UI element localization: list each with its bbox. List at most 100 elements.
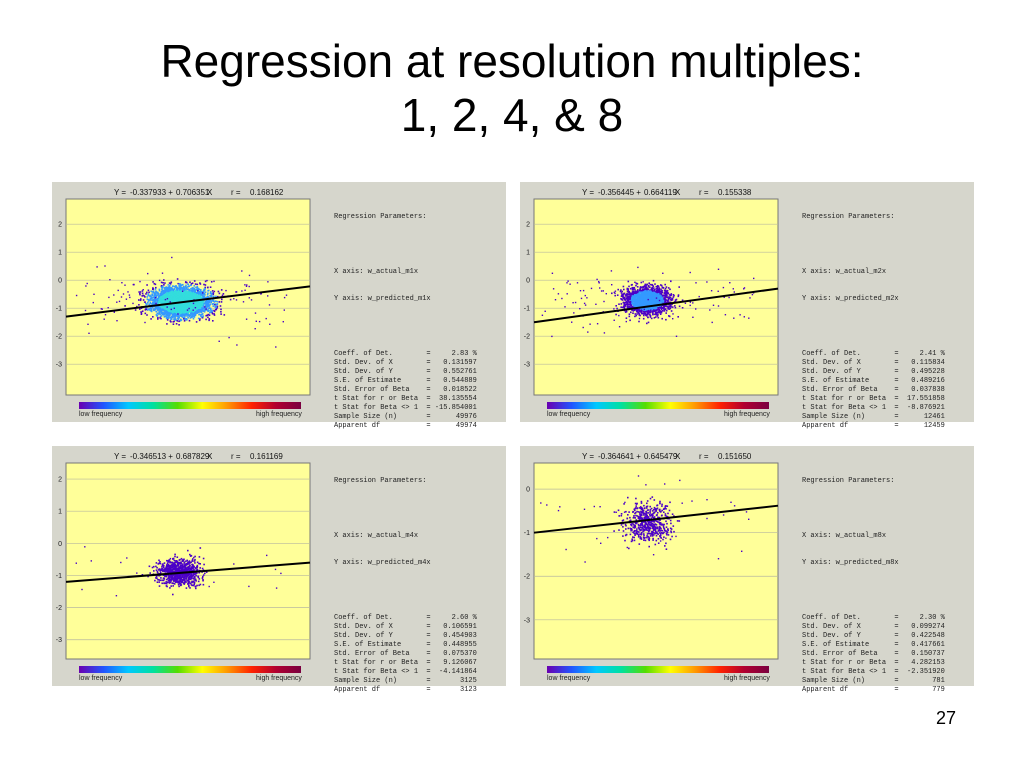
data-point: [646, 293, 649, 295]
data-point: [165, 286, 168, 288]
data-point: [656, 300, 658, 302]
data-point: [638, 313, 640, 315]
data-point: [648, 282, 650, 284]
data-point: [185, 303, 188, 305]
data-point: [175, 303, 178, 306]
data-point: [139, 308, 141, 310]
data-point: [185, 299, 188, 302]
data-point: [165, 300, 168, 303]
data-point: [196, 300, 198, 303]
data-point: [183, 317, 186, 320]
data-point: [177, 308, 179, 311]
data-point: [189, 301, 191, 304]
data-point: [171, 294, 173, 296]
data-point: [674, 305, 676, 307]
data-point: [157, 294, 160, 296]
data-point: [188, 288, 191, 291]
data-point: [152, 291, 155, 294]
data-point: [629, 295, 631, 298]
data-point: [631, 293, 634, 295]
data-point: [659, 311, 661, 314]
data-point: [635, 282, 638, 285]
data-point: [183, 313, 185, 315]
data-point: [209, 292, 212, 295]
data-point: [185, 296, 188, 298]
data-point: [669, 301, 671, 304]
data-point: [625, 317, 628, 319]
data-point: [157, 302, 160, 304]
data-point: [645, 304, 647, 307]
data-point: [157, 297, 159, 300]
data-point: [623, 303, 626, 306]
data-point: [621, 294, 623, 296]
data-point: [172, 316, 174, 319]
data-point: [160, 295, 163, 298]
data-point: [627, 280, 630, 283]
data-point: [159, 294, 162, 296]
data-point: [139, 293, 141, 296]
data-point: [190, 295, 192, 297]
data-point: [636, 300, 639, 302]
data-point: [174, 294, 177, 297]
data-point: [649, 314, 651, 316]
data-point: [659, 306, 662, 308]
data-point: [157, 316, 159, 319]
data-point: [653, 287, 655, 289]
data-point: [165, 293, 167, 296]
data-point: [175, 319, 178, 322]
data-point: [664, 308, 667, 310]
data-point: [195, 313, 197, 315]
data-point: [154, 288, 157, 290]
data-point: [163, 295, 166, 298]
data-point: [616, 307, 618, 310]
data-point: [215, 300, 217, 302]
data-point: [195, 298, 197, 301]
data-point: [620, 298, 623, 301]
data-point: [176, 308, 179, 310]
data-point: [207, 304, 209, 307]
data-point: [670, 294, 672, 296]
data-point: [196, 303, 199, 306]
data-point: [653, 310, 655, 313]
data-point: [647, 284, 650, 287]
data-point: [639, 301, 642, 304]
data-point: [160, 311, 163, 314]
data-point: [163, 313, 165, 316]
data-point: [168, 285, 171, 288]
data-point: [158, 289, 161, 292]
data-point: [199, 292, 201, 295]
data-point: [179, 290, 181, 292]
data-point: [638, 300, 641, 302]
data-point: [649, 290, 651, 293]
data-point: [192, 302, 195, 305]
data-point: [666, 290, 668, 292]
data-point: [161, 305, 163, 307]
data-point: [193, 287, 195, 290]
data-point: [153, 298, 156, 300]
data-point: [639, 310, 641, 313]
data-point: [658, 306, 661, 308]
data-point: [646, 298, 648, 301]
data-point: [634, 315, 636, 318]
data-point: [191, 294, 193, 297]
data-point: [184, 309, 186, 311]
data-point: [192, 294, 194, 296]
data-point: [150, 296, 153, 298]
data-point: [665, 291, 667, 294]
data-point: [180, 293, 182, 295]
data-point: [640, 300, 642, 302]
params-row: Std. Dev. of Y = 0.552761: [334, 367, 477, 376]
data-point: [175, 306, 177, 309]
data-point: [162, 312, 164, 314]
data-point: [235, 291, 237, 293]
data-point: [200, 315, 202, 317]
data-point: [644, 302, 647, 305]
data-point: [199, 307, 201, 309]
params-row: Std. Dev. of X = 0.131597: [334, 358, 477, 367]
data-point: [128, 294, 131, 296]
data-point: [147, 308, 150, 311]
data-point: [175, 312, 177, 314]
data-point: [622, 285, 625, 288]
data-point: [108, 296, 110, 299]
data-point: [663, 297, 665, 299]
